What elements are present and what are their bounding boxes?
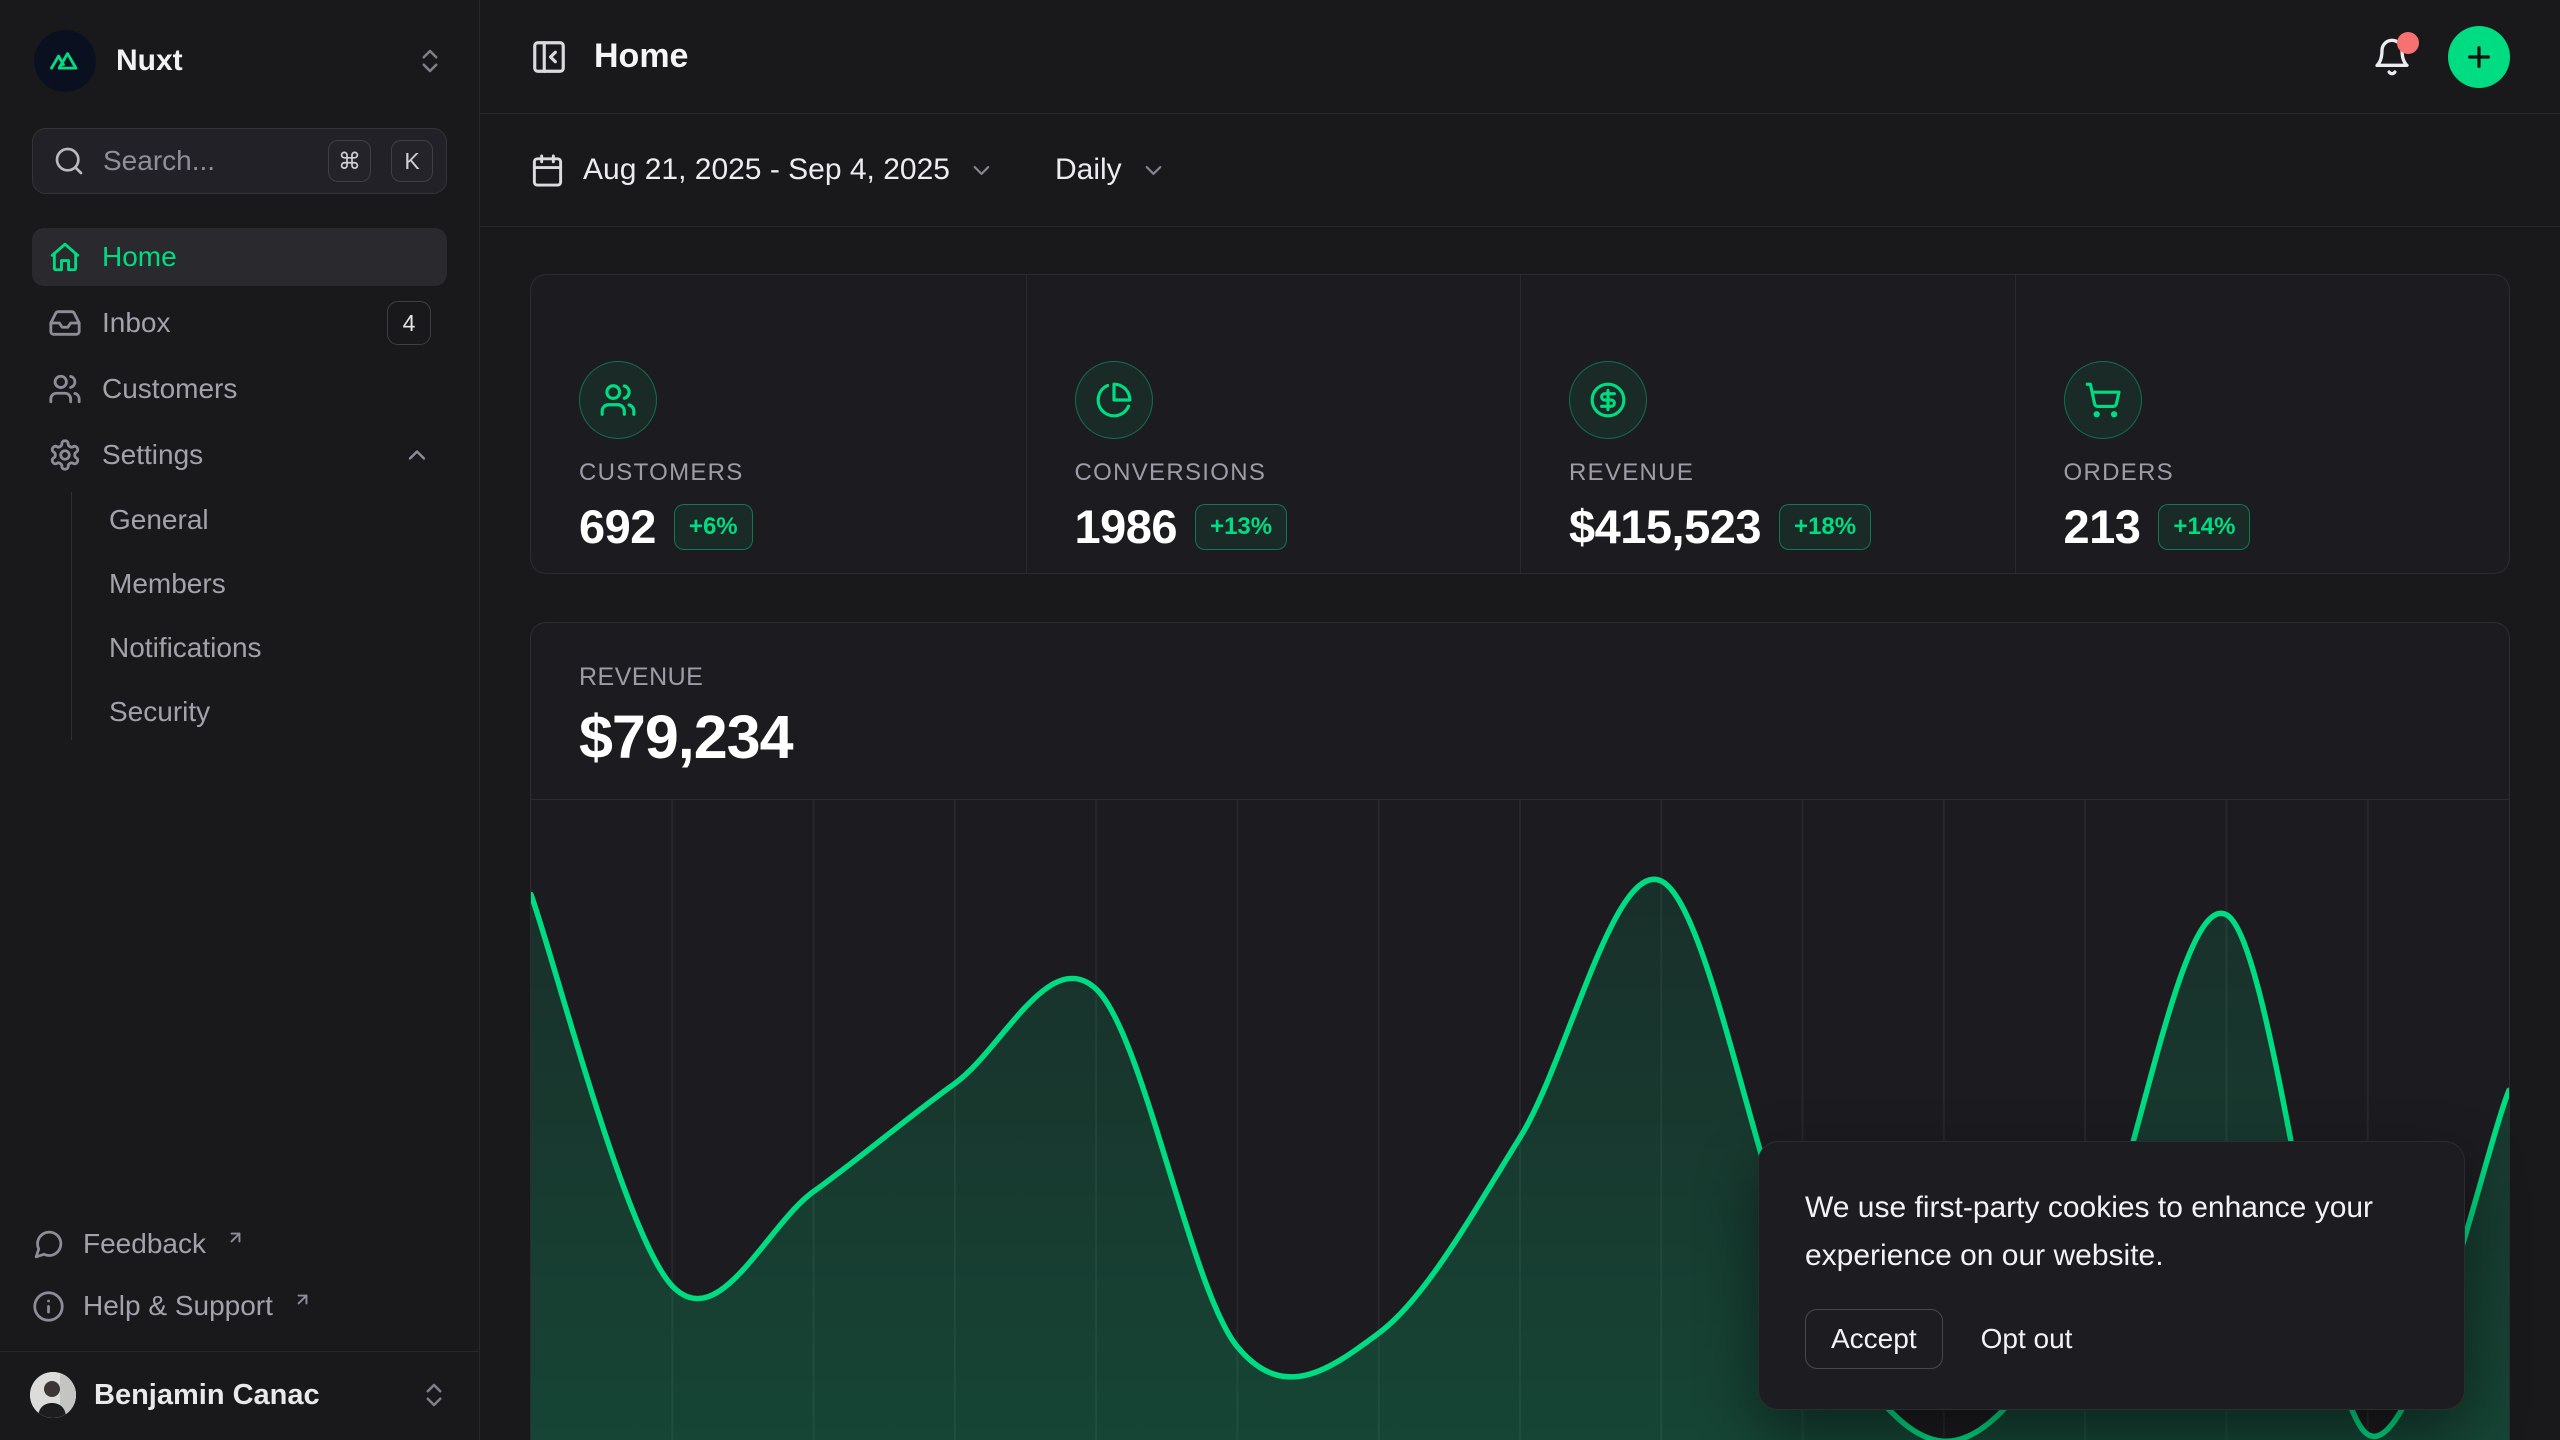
inbox-unread-badge: 4 — [387, 301, 431, 345]
info-circle-icon — [32, 1290, 65, 1323]
chevron-down-icon — [968, 157, 995, 184]
workspace-name: Nuxt — [116, 44, 395, 78]
stat-delta-badge: +18% — [1779, 504, 1871, 550]
sidebar-item-customers[interactable]: Customers — [32, 360, 447, 418]
stat-label: CUSTOMERS — [579, 459, 1026, 487]
chevron-down-icon — [1140, 157, 1167, 184]
cookie-message: We use first-party cookies to enhance yo… — [1805, 1184, 2418, 1281]
accept-button[interactable]: Accept — [1805, 1309, 1943, 1369]
period-select[interactable]: Daily — [1055, 153, 1167, 187]
stat-delta-badge: +6% — [674, 504, 753, 550]
stat-customers: CUSTOMERS 692 +6% — [531, 275, 1026, 573]
filters-toolbar: Aug 21, 2025 - Sep 4, 2025 Daily — [480, 114, 2560, 227]
kbd-k: K — [391, 140, 433, 182]
cookie-banner: We use first-party cookies to enhance yo… — [1758, 1141, 2465, 1410]
external-link-arrow-icon — [293, 1290, 312, 1309]
workspace-switcher[interactable]: Nuxt — [32, 24, 447, 98]
plus-icon — [2463, 41, 2495, 73]
sidebar-item-security[interactable]: Security — [109, 684, 447, 740]
revenue-label: REVENUE — [579, 663, 2461, 692]
sidebar-item-members[interactable]: Members — [109, 556, 447, 612]
stat-icon-badge — [1569, 361, 1647, 439]
page-header: Home — [480, 0, 2560, 114]
stat-icon-badge — [1075, 361, 1153, 439]
stat-label: REVENUE — [1569, 459, 2015, 487]
period-label: Daily — [1055, 153, 1122, 187]
sidebar-item-settings[interactable]: Settings — [32, 426, 447, 484]
search-icon — [53, 145, 85, 177]
chevrons-up-down-icon — [415, 46, 445, 76]
stat-orders: ORDERS 213 +14% — [2015, 275, 2510, 573]
stat-label: CONVERSIONS — [1075, 459, 1521, 487]
sidebar-top: Nuxt Search... ⌘ K Home Inbox 4 — [0, 0, 479, 740]
date-range-label: Aug 21, 2025 - Sep 4, 2025 — [583, 153, 950, 187]
stat-revenue: REVENUE $415,523 +18% — [1520, 275, 2015, 573]
opt-out-button[interactable]: Opt out — [1979, 1317, 2075, 1361]
sidebar-nav: Home Inbox 4 Customers Settings Ge — [32, 228, 447, 740]
cart-icon — [2084, 381, 2122, 419]
sidebar-bottom: Feedback Help & Support Benjamin Canac — [0, 1215, 479, 1440]
notification-dot — [2397, 32, 2419, 54]
sidebar-item-general[interactable]: General — [109, 492, 447, 548]
stats-card: CUSTOMERS 692 +6% CONVERSIONS 1986 +13% — [530, 274, 2510, 574]
stat-value: 1986 — [1075, 499, 1178, 554]
user-menu[interactable]: Benjamin Canac — [0, 1352, 479, 1440]
chevron-up-icon — [403, 441, 431, 469]
stat-label: ORDERS — [2064, 459, 2510, 487]
feedback-label: Feedback — [83, 1228, 206, 1260]
panel-left-close-icon — [530, 38, 568, 76]
page-title: Home — [594, 37, 688, 76]
stat-conversions: CONVERSIONS 1986 +13% — [1026, 275, 1521, 573]
cookie-actions: Accept Opt out — [1805, 1309, 2418, 1369]
dollar-circle-icon — [1589, 381, 1627, 419]
stat-value: 213 — [2064, 499, 2141, 554]
notifications-button[interactable] — [2372, 37, 2412, 77]
users-icon — [48, 372, 82, 406]
external-link-arrow-icon — [226, 1228, 245, 1247]
avatar — [30, 1372, 76, 1418]
sidebar-item-label: Settings — [102, 439, 203, 471]
sidebar-item-home[interactable]: Home — [32, 228, 447, 286]
help-support-link[interactable]: Help & Support — [32, 1277, 447, 1335]
sidebar-item-notifications[interactable]: Notifications — [109, 620, 447, 676]
sidebar: Nuxt Search... ⌘ K Home Inbox 4 — [0, 0, 480, 1440]
add-button[interactable] — [2448, 26, 2510, 88]
kbd-meta: ⌘ — [328, 140, 371, 182]
message-bubble-icon — [32, 1228, 65, 1261]
feedback-link[interactable]: Feedback — [32, 1215, 447, 1273]
stat-value: 692 — [579, 499, 656, 554]
sidebar-item-label: Customers — [102, 373, 237, 405]
revenue-value: $79,234 — [579, 702, 2461, 772]
stat-value: $415,523 — [1569, 499, 1761, 554]
inbox-icon — [48, 306, 82, 340]
stat-icon-badge — [579, 361, 657, 439]
nuxt-logo — [34, 30, 96, 92]
sidebar-item-label: Home — [102, 241, 177, 273]
revenue-chart-header: REVENUE $79,234 — [531, 623, 2509, 772]
stat-icon-badge — [2064, 361, 2142, 439]
help-support-label: Help & Support — [83, 1290, 273, 1322]
sidebar-footer-links: Feedback Help & Support — [0, 1215, 479, 1335]
settings-sub-list: General Members Notifications Security — [71, 492, 447, 740]
chevrons-up-down-icon — [419, 1380, 449, 1410]
date-range-picker[interactable]: Aug 21, 2025 - Sep 4, 2025 — [530, 153, 995, 188]
search-placeholder: Search... — [103, 145, 310, 177]
stat-delta-badge: +14% — [2158, 504, 2250, 550]
sidebar-item-inbox[interactable]: Inbox 4 — [32, 294, 447, 352]
user-name: Benjamin Canac — [94, 1379, 401, 1412]
sidebar-item-label: Inbox — [102, 307, 171, 339]
users-icon — [599, 381, 637, 419]
search-input[interactable]: Search... ⌘ K — [32, 128, 447, 194]
gear-icon — [48, 438, 82, 472]
stat-delta-badge: +13% — [1195, 504, 1287, 550]
pie-chart-icon — [1095, 381, 1133, 419]
calendar-icon — [530, 153, 565, 188]
home-icon — [48, 240, 82, 274]
sidebar-collapse-button[interactable] — [530, 38, 568, 76]
